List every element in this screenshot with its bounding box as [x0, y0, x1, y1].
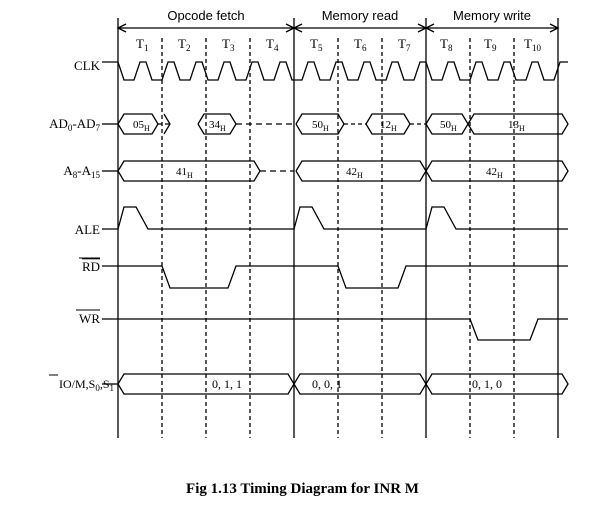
figure-caption: Fig 1.13 Timing Diagram for INR M: [186, 481, 419, 497]
t-state-label-6: T6: [354, 36, 367, 53]
wr-waveform: [102, 318, 568, 341]
signal-label-wr: WR: [79, 311, 100, 326]
address-bus-waveform: [102, 160, 569, 182]
clk-waveform: [102, 61, 568, 81]
io-value-opcode: 0, 1, 1: [212, 377, 242, 391]
ad-value-opcode-addr: 05H: [133, 119, 150, 133]
t-state-label-5: T5: [310, 36, 323, 53]
ad-value-write-addr: 50H: [440, 119, 457, 133]
a-value-write: 42H: [486, 166, 503, 180]
signal-label-rd: RD: [82, 259, 100, 274]
t-state-label-8: T8: [440, 36, 453, 53]
t-state-label-4: T4: [266, 36, 279, 53]
t-state-label-10: T10: [524, 36, 541, 53]
ad-value-read-data: 12H: [380, 119, 397, 133]
ad-bus-waveform: [102, 113, 569, 135]
cycle-label-memory-write: Memory write: [453, 8, 531, 23]
signal-label-ale: ALE: [75, 222, 100, 237]
t-state-label-2: T2: [178, 36, 190, 53]
signal-label-address: A8-A15: [63, 163, 100, 180]
t-state-boundaries: [161, 38, 515, 438]
signal-label-ad: AD0-AD7: [49, 116, 100, 133]
signal-label-clk: CLK: [74, 58, 101, 73]
a-value-read: 42H: [346, 166, 363, 180]
cycle-arrows: [116, 23, 560, 33]
ad-value-opcode: 34H: [209, 119, 226, 133]
io-value-read: 0, 0, 1: [312, 377, 342, 391]
t-state-label-1: T1: [136, 36, 148, 53]
timing-diagram: Opcode fetch Memory read Memory write T1…: [49, 8, 569, 438]
a-value-opcode: 41H: [176, 166, 193, 180]
io-status-waveform: [102, 373, 569, 395]
t-state-label-9: T9: [484, 36, 497, 53]
t-state-label-3: T3: [222, 36, 235, 53]
cycle-label-opcode-fetch: Opcode fetch: [167, 8, 244, 23]
t-state-label-7: T7: [398, 36, 411, 53]
rd-waveform: [102, 265, 568, 289]
ad-value-read-addr: 50H: [312, 119, 329, 133]
signal-label-io-status: IO/M,S0,S1: [59, 377, 114, 393]
cycle-label-memory-read: Memory read: [322, 8, 399, 23]
ad-value-write-data: 13H: [508, 119, 525, 133]
io-value-write: 0, 1, 0: [472, 377, 502, 391]
ale-waveform: [102, 206, 568, 230]
